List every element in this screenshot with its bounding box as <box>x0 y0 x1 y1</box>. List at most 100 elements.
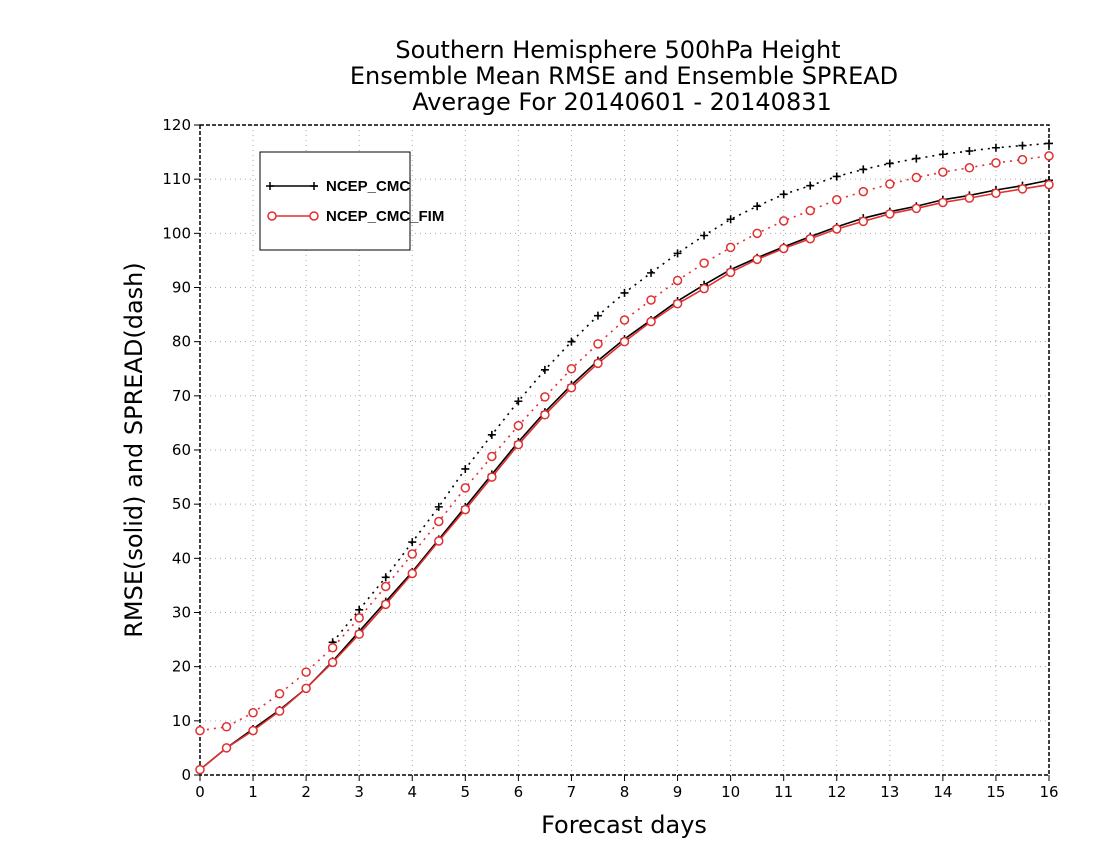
x-tick-label: 10 <box>721 783 740 801</box>
series-1-rmse-point <box>725 267 736 278</box>
series-1-spread-point <box>672 275 683 286</box>
series-1-spread-point <box>1044 151 1054 161</box>
series-1-rmse-point <box>1017 184 1028 194</box>
x-tick-label: 13 <box>880 783 899 801</box>
y-axis-label: RMSE(solid) and SPREAD(dash) <box>120 262 148 638</box>
series-1-spread-point <box>221 722 232 732</box>
series-1-rmse-point <box>221 743 232 753</box>
series-0-spread-point <box>540 365 549 374</box>
series-1-spread-point <box>540 392 550 402</box>
x-tick-label: 2 <box>301 783 311 801</box>
series-1-rmse-point <box>619 336 630 347</box>
series-1-spread-point <box>248 707 258 718</box>
series-1-spread-point <box>938 167 948 177</box>
chart-title: Southern Hemisphere 500hPa Height Ensemb… <box>350 36 898 116</box>
series-1-rmse-point <box>195 764 205 775</box>
series-1-rmse-point <box>832 224 842 234</box>
series-0-rmse-line <box>199 179 1050 771</box>
y-tick-label: 110 <box>162 170 191 188</box>
y-tick-label: 80 <box>172 333 191 351</box>
series-0-spread-point <box>673 249 682 258</box>
series-1-rmse-point <box>699 283 709 294</box>
series-0-spread-point <box>912 154 921 163</box>
series-0-spread-point <box>806 181 815 190</box>
series-1-rmse-point <box>911 203 922 214</box>
series-1-spread-point <box>991 158 1001 168</box>
series-1-rmse-point <box>301 683 311 694</box>
series-1-spread-point <box>752 228 762 239</box>
series-1-rmse-point <box>248 725 258 736</box>
y-axis: 0 10 20 30 40 50 60 70 80 90 100 110 120 <box>162 116 200 784</box>
series-0-spread-point <box>408 538 417 547</box>
series-1-rmse-point <box>885 209 895 219</box>
x-tick-label: 6 <box>514 783 524 801</box>
x-tick-label: 1 <box>248 783 258 801</box>
x-tick-label: 7 <box>567 783 577 801</box>
grid <box>200 125 1049 775</box>
series-1-spread-point <box>487 451 497 462</box>
series-1-spread-point <box>327 642 338 653</box>
series-1-rmse-point <box>752 254 762 265</box>
series-1-rmse-point <box>1044 179 1054 190</box>
legend-circle-marker <box>309 211 319 221</box>
series-1-spread-point <box>407 549 417 559</box>
series-1-spread-point <box>911 172 922 183</box>
series-0-spread-point <box>1045 139 1053 148</box>
x-tick-label: 9 <box>673 783 683 801</box>
x-tick-label: 0 <box>195 783 205 801</box>
series-0-spread-point <box>700 231 709 240</box>
series-0-spread-point <box>461 464 470 473</box>
y-tick-label: 20 <box>172 658 191 676</box>
series-1-spread-point <box>274 689 285 699</box>
series-1-rmse-point <box>407 568 417 579</box>
series-1-spread-point <box>832 195 842 205</box>
x-axis-label: Forecast days <box>541 811 707 839</box>
y-tick-label: 10 <box>172 712 191 730</box>
y-tick-label: 60 <box>172 441 191 459</box>
x-tick-label: 11 <box>774 783 793 801</box>
series-1-rmse-point <box>460 504 471 515</box>
series-1-spread-point <box>885 179 895 189</box>
series-0-spread-point <box>965 147 974 155</box>
legend-item-0: NCEP_CMC <box>266 178 410 195</box>
series-1-spread-point <box>460 483 471 493</box>
x-tick-label: 4 <box>407 783 417 801</box>
x-tick-label: 15 <box>986 783 1005 801</box>
series-1-spread-point <box>195 725 205 736</box>
series-0-spread-point <box>1018 141 1027 150</box>
series-1-spread-point <box>646 295 656 305</box>
series-1-spread-point <box>805 205 815 216</box>
series-1-rmse-point <box>513 439 524 450</box>
series-1-rmse-point <box>327 657 338 668</box>
series-1-rmse-point <box>380 599 391 610</box>
y-tick-label: 40 <box>172 549 191 567</box>
series-1-rmse-point <box>672 299 683 309</box>
series-1-rmse-point <box>434 536 444 546</box>
y-tick-label: 100 <box>162 224 191 242</box>
x-tick-label: 5 <box>461 783 471 801</box>
series-0-spread-point <box>487 430 496 439</box>
x-tick-label: 12 <box>827 783 846 801</box>
series-0-spread-point <box>647 268 656 277</box>
series-0-spread-point <box>938 150 947 159</box>
x-tick-label: 14 <box>933 783 952 801</box>
series-1-rmse-point <box>274 706 285 716</box>
series-layer <box>195 139 1054 775</box>
series-0-spread-point <box>381 573 390 582</box>
series-1-spread-point <box>725 242 736 253</box>
series-1-rmse-point <box>938 197 948 208</box>
y-tick-label: 90 <box>172 279 191 297</box>
series-1-rmse-point <box>540 410 550 420</box>
title-line-1: Southern Hemisphere 500hPa Height <box>395 36 840 64</box>
legend-plus-marker <box>266 182 318 190</box>
series-0-spread-point <box>859 165 868 174</box>
y-tick-label: 50 <box>172 495 191 513</box>
x-axis: 0 1 2 3 4 5 6 7 8 9 10 11 12 13 14 15 16 <box>195 775 1059 801</box>
series-1-spread-point <box>964 163 975 173</box>
series-1-rmse-line <box>199 183 1050 771</box>
x-tick-label: 16 <box>1039 783 1058 801</box>
series-0-spread-point <box>779 190 788 199</box>
series-1-rmse-point <box>487 472 497 482</box>
series-0-spread-point <box>832 172 841 181</box>
series-1-spread-point <box>1017 154 1028 165</box>
